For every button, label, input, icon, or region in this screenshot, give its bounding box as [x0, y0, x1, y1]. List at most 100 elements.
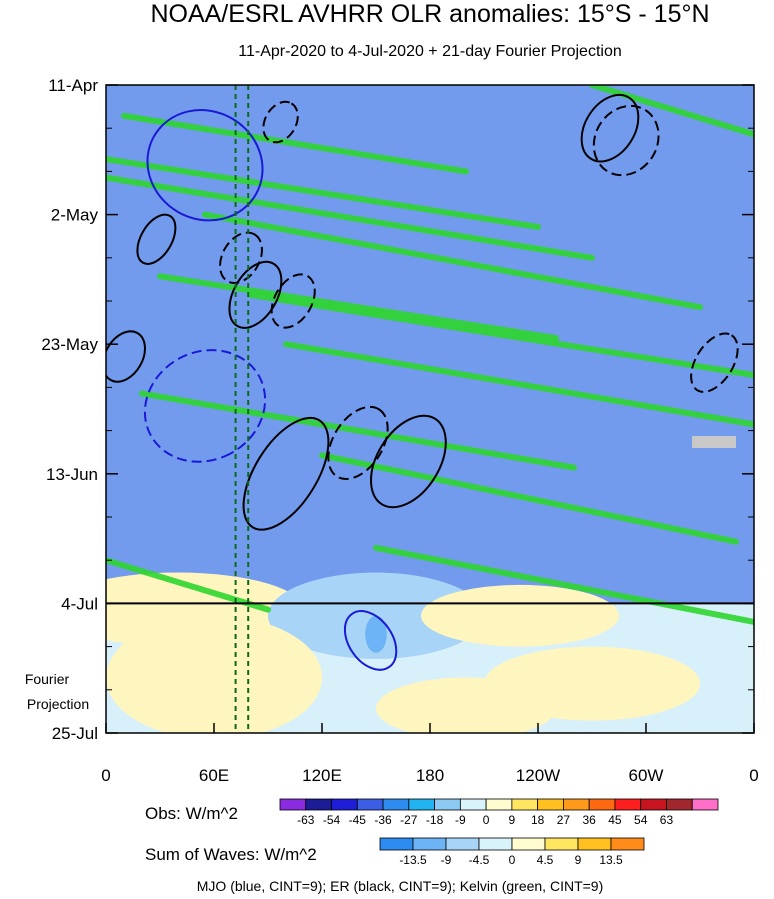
waves-colorbar: -13.5 -9 -4.5 0 4.5 9 13.5 — [379, 837, 645, 867]
obs-colorbar-level: -27 — [400, 813, 418, 827]
waves-colorbar-level: -9 — [441, 853, 452, 867]
er-contours — [106, 93, 739, 531]
plot-area — [106, 85, 754, 733]
projection-label-line1: Fourier — [25, 671, 70, 687]
er-contour — [270, 273, 316, 329]
kelvin-contour — [373, 544, 754, 625]
obs-colorbar-box — [485, 798, 513, 811]
kelvin-contour — [202, 211, 703, 311]
er-contour — [580, 93, 640, 163]
chart-title: NOAA/ESRL AVHRR OLR anomalies: 15°S - 15… — [150, 0, 709, 28]
footer-note: MJO (blue, CINT=9); ER (black, CINT=9); … — [197, 878, 604, 894]
obs-colorbar-level: 18 — [531, 813, 545, 827]
y-tick-label: 13-Jun — [46, 465, 98, 484]
obs-colorbar-box — [305, 798, 332, 811]
y-axis: 11-Apr 2-May 23-May 13-Jun 4-Jul 25-Jul — [41, 76, 754, 743]
waves-colorbar-label: Sum of Waves: W/m^2 — [145, 845, 317, 864]
obs-colorbar: -63 -54 -45 -36 -27 -18 -9 0 9 18 27 36 45 54 63 — [279, 798, 719, 827]
er-contour — [327, 405, 389, 480]
y-tick-label: 23-May — [41, 335, 98, 354]
obs-colorbar-level: 27 — [557, 813, 571, 827]
projection-blob — [421, 584, 619, 647]
waves-colorbar-level: 0 — [509, 853, 516, 867]
waves-colorbar-box — [544, 837, 579, 851]
mjo-contours — [143, 109, 398, 671]
waves-colorbar-level: 9 — [575, 853, 582, 867]
kelvin-contours — [106, 85, 754, 625]
waves-colorbar-level: -13.5 — [399, 853, 427, 867]
obs-colorbar-level: 54 — [634, 813, 648, 827]
obs-colorbar-level: -18 — [426, 813, 444, 827]
obs-colorbar-level: 36 — [582, 813, 596, 827]
obs-colorbar-box — [279, 798, 307, 811]
obs-colorbar-level: -9 — [455, 813, 466, 827]
x-tick-label: 180 — [416, 766, 444, 785]
kelvin-contour — [106, 174, 595, 261]
obs-colorbar-box — [640, 798, 667, 811]
kelvin-contour — [106, 557, 271, 613]
obs-colorbar-box — [614, 798, 642, 811]
er-contour — [106, 330, 146, 383]
obs-colorbar-level: -54 — [323, 813, 341, 827]
x-tick-label: 0 — [101, 766, 110, 785]
obs-colorbar-box — [459, 798, 487, 811]
x-tick-label: 120E — [302, 766, 342, 785]
projection-blob — [365, 615, 387, 653]
obs-colorbar-box — [408, 798, 435, 811]
chart-subtitle: 11-Apr-2020 to 4-Jul-2020 + 21-day Fouri… — [238, 43, 621, 60]
projection-blob — [376, 677, 556, 733]
waves-colorbar-box — [412, 837, 447, 851]
projection-label-line2: Projection — [27, 696, 89, 712]
obs-colorbar-level: 0 — [483, 813, 490, 827]
projection-blobs — [106, 572, 700, 733]
obs-colorbar-box — [331, 798, 358, 811]
obs-colorbar-box — [666, 798, 693, 811]
obs-colorbar-level: -36 — [374, 813, 392, 827]
x-tick-label: 60E — [199, 766, 229, 785]
obs-colorbar-level: -45 — [349, 813, 367, 827]
obs-colorbar-level: 63 — [660, 813, 674, 827]
kelvin-contour — [139, 390, 577, 471]
waves-colorbar-box — [577, 837, 612, 851]
waves-colorbar-level: 4.5 — [537, 853, 554, 867]
obs-colorbar-box — [691, 798, 719, 811]
x-tick-label: 120W — [516, 766, 560, 785]
er-contour — [242, 416, 330, 531]
waves-colorbar-box — [379, 837, 414, 851]
kelvin-contour — [121, 112, 469, 175]
projection-blob — [106, 615, 322, 733]
x-tick-label: 0 — [749, 766, 758, 785]
kelvin-contour — [283, 341, 754, 428]
y-tick-label: 25-Jul — [52, 724, 98, 743]
obs-colorbar-level: -63 — [297, 813, 315, 827]
obs-colorbar-box — [588, 798, 616, 811]
missing-data-patch — [692, 436, 736, 448]
obs-colorbar-level: 9 — [509, 813, 516, 827]
obs-colorbar-label: Obs: W/m^2 — [145, 804, 238, 823]
waves-colorbar-level: -4.5 — [469, 853, 490, 867]
y-tick-label: 11-Apr — [48, 76, 98, 95]
kelvin-contour — [247, 291, 754, 379]
waves-colorbar-box — [445, 837, 480, 851]
kelvin-contour — [319, 452, 739, 545]
obs-colorbar-level: 45 — [608, 813, 622, 827]
mjo-contour — [143, 349, 267, 463]
er-contour — [262, 100, 299, 144]
er-contour — [136, 213, 177, 265]
obs-colorbar-box — [511, 798, 539, 811]
er-contour — [219, 231, 263, 284]
mjo-contour — [343, 610, 398, 671]
obs-colorbar-box — [434, 798, 461, 811]
x-axis: 0 60E 120E 180 120W 60W 0 — [101, 723, 759, 785]
er-contour — [592, 104, 660, 177]
obs-colorbar-box — [537, 798, 564, 811]
y-tick-label: 2-May — [51, 206, 99, 225]
waves-colorbar-box — [511, 837, 546, 851]
waves-colorbar-box — [610, 837, 645, 851]
er-contour — [370, 414, 447, 509]
er-contour — [690, 332, 739, 393]
obs-colorbar-box — [382, 798, 410, 811]
obs-colorbar-box — [356, 798, 384, 811]
reference-longitude-lines — [234, 85, 250, 733]
